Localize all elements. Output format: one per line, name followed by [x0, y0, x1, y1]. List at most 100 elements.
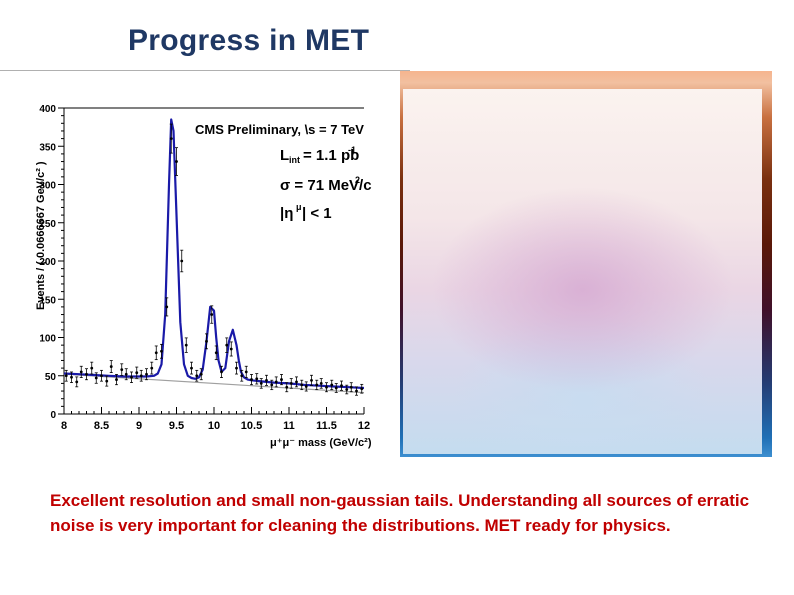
data-point: [115, 378, 118, 381]
annotation-lumi-value: = 1.1 pb: [303, 147, 359, 164]
data-point: [330, 383, 334, 387]
x-tick-label: 10.5: [241, 420, 262, 432]
x-tick-label: 10: [208, 420, 220, 432]
data-point: [75, 380, 79, 384]
mass-spectrum-chart: 0 50 100 150 200 250 300 350 400 8 8.5 9 9.5 10 10.5 11…: [35, 104, 372, 449]
data-point: [289, 382, 293, 385]
data-point: [139, 374, 143, 378]
data-point: [105, 379, 109, 383]
data-point: [220, 370, 223, 374]
data-point: [315, 383, 319, 387]
annotation-lumi-int: int: [289, 155, 300, 165]
y-tick-label: 250: [39, 219, 56, 230]
data-point: [360, 387, 364, 391]
met-image-panel: [403, 89, 762, 454]
data-point: [225, 343, 229, 347]
data-point: [130, 375, 133, 379]
y-tick-label: 200: [39, 257, 56, 268]
y-tick-label: 50: [45, 372, 57, 383]
data-point: [270, 383, 274, 387]
data-point: [259, 382, 263, 385]
data-point: [325, 385, 328, 389]
x-tick-label: 8: [61, 420, 67, 432]
data-point: [109, 365, 113, 368]
annotation-eta: |η: [280, 205, 293, 222]
slide-title: Progress in MET: [128, 24, 370, 57]
data-point: [280, 378, 283, 381]
data-point: [184, 343, 188, 347]
data-point: [285, 385, 289, 389]
x-tick-label: 11.5: [316, 420, 337, 432]
data-point: [295, 380, 298, 384]
x-axis-label: μ⁺μ⁻ mass (GeV/c²): [270, 437, 372, 449]
data-point: [304, 385, 308, 388]
annotation-eta-sup: μ: [296, 202, 302, 212]
data-point: [90, 366, 94, 370]
data-point: [205, 339, 208, 343]
data-point: [190, 366, 193, 370]
x-tick-label: 11: [283, 420, 295, 432]
data-point: [70, 375, 73, 379]
background-fit-line: [63, 373, 365, 394]
data-point: [124, 372, 128, 376]
data-point: [345, 388, 349, 391]
data-point: [160, 349, 163, 353]
data-point: [235, 366, 238, 370]
data-point: [180, 259, 184, 263]
annotation-eta-cut: | < 1: [302, 205, 332, 222]
data-point: [145, 372, 148, 376]
data-point: [265, 378, 268, 382]
y-tick-label: 350: [39, 142, 56, 153]
y-axis-label: Events / ( 0.0666667 GeV/c² ): [35, 161, 47, 310]
data-point: [165, 305, 169, 309]
data-point: [355, 389, 358, 393]
y-tick-label: 150: [39, 295, 56, 306]
title-divider: [0, 70, 410, 71]
data-point: [310, 378, 313, 382]
data-point: [274, 380, 278, 384]
data-point: [135, 371, 139, 375]
data-point: [255, 377, 259, 381]
y-tick-label: 300: [39, 181, 56, 192]
data-points: [64, 123, 364, 396]
met-distribution-image: [400, 71, 772, 457]
annotation-sigma: σ = 71 MeV/c: [280, 177, 372, 194]
annotation-sigma-exp: 2: [355, 175, 360, 185]
x-tick-label: 8.5: [94, 420, 109, 432]
data-point: [319, 382, 323, 385]
data-point: [229, 347, 233, 351]
data-point: [100, 374, 103, 378]
axis-ticks: 0 50 100 150 200 250 300 350 400 8 8.5 9 9.5 10 10.5 11…: [39, 104, 370, 432]
data-point: [340, 384, 343, 388]
data-point: [169, 137, 173, 140]
slide-caption: Excellent resolution and small non-gauss…: [50, 491, 750, 535]
y-tick-label: 100: [39, 334, 56, 345]
data-point: [214, 351, 218, 355]
data-point: [150, 366, 154, 370]
data-point: [210, 313, 214, 316]
x-tick-label: 12: [358, 420, 370, 432]
annotation-lumi-exp: -1: [348, 145, 356, 155]
x-tick-label: 9.5: [169, 420, 184, 432]
data-point: [64, 374, 68, 378]
x-tick-label: 9: [136, 420, 142, 432]
data-point: [334, 386, 338, 390]
data-point: [250, 378, 253, 381]
data-point: [175, 160, 178, 163]
y-tick-label: 0: [50, 410, 56, 421]
data-point: [120, 368, 124, 372]
background-fit: [63, 373, 365, 394]
data-point: [349, 385, 353, 389]
data-point: [154, 351, 158, 355]
annotation-lumi-l: L: [280, 147, 289, 164]
data-point: [240, 374, 244, 378]
data-point: [300, 383, 304, 387]
data-point: [195, 374, 199, 378]
chart-title: CMS Preliminary, \s = 7 TeV: [195, 122, 364, 137]
y-tick-label: 400: [39, 104, 56, 115]
data-point: [199, 372, 203, 376]
data-point: [244, 370, 248, 374]
data-point: [94, 376, 98, 380]
data-point: [85, 372, 88, 376]
data-point: [79, 370, 83, 374]
